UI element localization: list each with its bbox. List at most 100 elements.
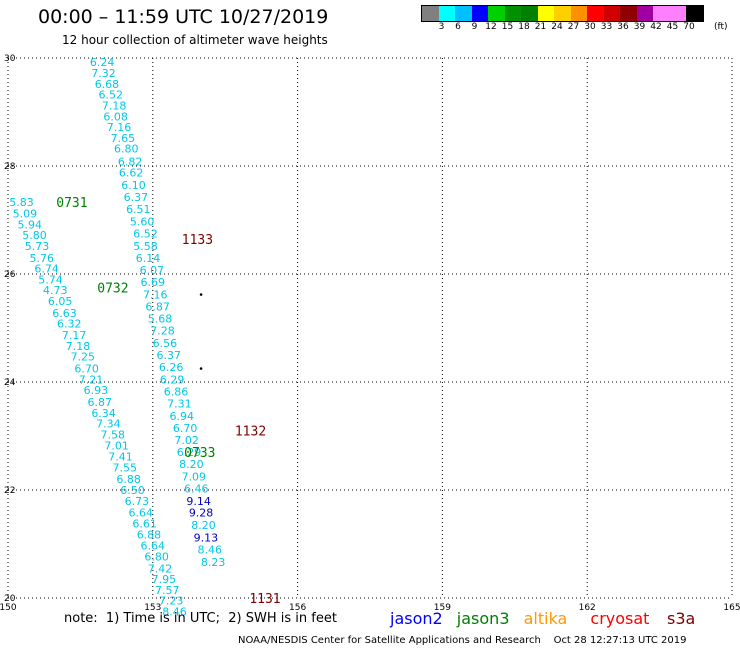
lon-tick-label: 156 xyxy=(289,603,306,613)
swh-value: 9.13 xyxy=(194,532,219,545)
swh-value: 6.52 xyxy=(133,228,158,241)
swh-value: 7.32 xyxy=(91,67,116,80)
lat-tick-label: 30 xyxy=(4,54,16,64)
color-swatch xyxy=(669,6,686,21)
swh-value: 6.93 xyxy=(84,384,109,397)
swh-value: 7.58 xyxy=(100,428,125,441)
color-scale-label: 18 xyxy=(518,22,530,32)
swh-value: 8.46 xyxy=(162,606,187,619)
swh-value: 7.95 xyxy=(152,573,177,586)
swh-value: 7.09 xyxy=(182,471,207,484)
swh-value: 6.88 xyxy=(116,473,141,486)
swh-value: 6.37 xyxy=(124,191,149,204)
swh-value: 6.34 xyxy=(91,407,116,420)
swh-value: 6.82 xyxy=(118,156,143,169)
color-swatch xyxy=(504,6,521,21)
color-swatch xyxy=(488,6,505,21)
swh-value: 7.42 xyxy=(148,562,173,575)
swh-value: 7.21 xyxy=(79,373,104,386)
pass-time-label: 1131 xyxy=(249,592,280,607)
swh-value: 6.50 xyxy=(120,484,145,497)
swh-value: 6.46 xyxy=(184,482,209,495)
pass-time-label: 0733 xyxy=(184,446,215,461)
color-swatch xyxy=(653,6,670,21)
swh-value: 6.52 xyxy=(99,89,124,102)
color-scale-label: 9 xyxy=(471,22,478,32)
color-swatch xyxy=(603,6,620,21)
lat-tick-label: 28 xyxy=(4,162,16,172)
swh-value: 6.29 xyxy=(177,446,202,459)
swh-value: 7.02 xyxy=(174,434,199,447)
swh-value: 6.86 xyxy=(164,386,189,399)
swh-value: 7.18 xyxy=(102,100,127,113)
swh-value: 8.23 xyxy=(201,556,226,569)
color-swatch xyxy=(587,6,604,21)
swh-value: 6.08 xyxy=(103,110,128,123)
color-swatch xyxy=(554,6,571,21)
units-note: note: 1) Time is in UTC; 2) SWH is in fe… xyxy=(64,611,337,626)
swh-value: 6.26 xyxy=(159,361,184,374)
legend-jason3: jason3 xyxy=(456,609,510,628)
swh-value: 6.87 xyxy=(145,300,170,313)
color-swatch xyxy=(570,6,587,21)
swh-value: 5.80 xyxy=(22,229,47,242)
swh-value: 6.10 xyxy=(121,179,146,192)
swh-value: 6.61 xyxy=(132,517,157,530)
lon-tick-label: 162 xyxy=(579,603,596,613)
swh-value: 7.41 xyxy=(108,451,133,464)
swh-value: 6.24 xyxy=(90,56,115,69)
swh-value: 6.80 xyxy=(114,143,139,156)
pass-time-label: 1132 xyxy=(235,425,266,440)
lon-tick-label: 165 xyxy=(723,603,740,613)
swh-value: 6.51 xyxy=(126,203,151,216)
swh-value: 9.14 xyxy=(186,495,211,508)
swh-value: 6.70 xyxy=(74,363,99,376)
swh-value: 6.64 xyxy=(141,540,166,553)
swh-value: 7.17 xyxy=(62,329,87,342)
swh-value: 8.20 xyxy=(191,519,216,532)
swh-value: 6.80 xyxy=(144,550,169,563)
color-scale-label: 3 xyxy=(438,22,445,32)
chart-title: 00:00 – 11:59 UTC 10/27/2019 xyxy=(38,6,329,28)
color-scale-label: 33 xyxy=(600,22,613,32)
color-swatch xyxy=(455,6,472,21)
swh-value: 7.01 xyxy=(104,440,129,453)
swh-value: 7.34 xyxy=(96,418,121,431)
swh-value: 7.31 xyxy=(167,398,192,411)
swh-value: 5.09 xyxy=(13,208,38,221)
color-scale-labels: 3 6 9 12 15 18 21 24 27 30 33 36 39 42 45 70 xyxy=(421,22,740,34)
color-swatch xyxy=(471,6,488,21)
color-scale-label: 36 xyxy=(617,22,629,32)
legend-s3a: s3a xyxy=(667,609,696,628)
swh-value: 5.73 xyxy=(25,240,50,253)
swh-value: 6.73 xyxy=(125,495,150,508)
lon-tick-label: 153 xyxy=(144,603,161,613)
color-swatch xyxy=(537,6,554,21)
swh-value: 6.37 xyxy=(156,349,181,362)
color-swatch xyxy=(636,6,653,21)
color-swatch xyxy=(438,6,455,21)
swh-value: 5.94 xyxy=(17,218,42,231)
lon-tick-label: 159 xyxy=(434,603,451,613)
chart-subtitle: 12 hour collection of altimeter wave hei… xyxy=(62,33,328,47)
color-scale-unit: (ft) xyxy=(714,22,728,32)
swh-value: 8.20 xyxy=(179,458,204,471)
color-swatch xyxy=(521,6,538,21)
color-scale-label: 12 xyxy=(485,22,497,32)
credit-line: NOAA/NESDIS Center for Satellite Applica… xyxy=(238,635,687,646)
swh-value: 7.16 xyxy=(107,121,132,134)
pass-time-label: 1133 xyxy=(182,233,213,248)
lat-tick-label: 20 xyxy=(4,594,16,604)
swh-value: 6.74 xyxy=(34,263,59,276)
swh-value: 5.83 xyxy=(9,196,34,209)
color-swatch xyxy=(620,6,637,21)
pass-time-label: 0731 xyxy=(56,196,87,211)
swh-value: 7.65 xyxy=(111,132,136,145)
swh-value: 5.60 xyxy=(130,216,155,229)
swh-value: 7.57 xyxy=(155,584,180,597)
lon-tick-label: 150 xyxy=(0,603,17,613)
swh-value: 5.68 xyxy=(148,312,173,325)
obs-dot xyxy=(199,293,203,296)
color-swatch xyxy=(422,6,439,21)
